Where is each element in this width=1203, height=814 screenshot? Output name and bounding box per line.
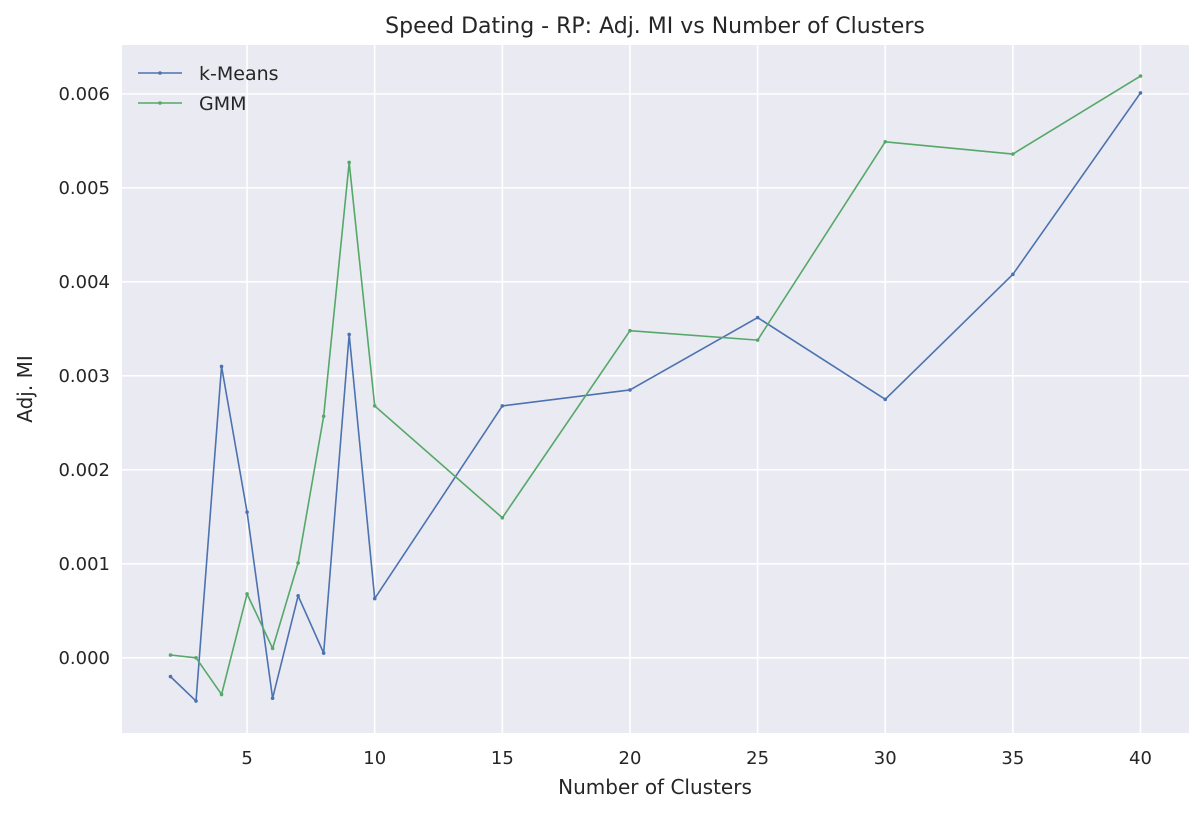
data-point-gmm xyxy=(1138,74,1143,78)
data-point-k-means xyxy=(755,315,760,320)
data-point-gmm xyxy=(755,338,760,342)
x-tick-label: 35 xyxy=(1001,748,1024,769)
data-point-k-means xyxy=(219,364,224,369)
y-tick-label: 0.005 xyxy=(58,178,110,199)
data-point-k-means xyxy=(245,510,249,514)
y-tick-label: 0.001 xyxy=(58,554,110,575)
data-point-k-means xyxy=(1138,91,1143,95)
x-tick-label: 30 xyxy=(874,748,897,769)
legend-label-kmeans: k-Means xyxy=(199,63,279,85)
data-point-k-means xyxy=(883,397,888,402)
data-point-gmm xyxy=(1011,152,1015,156)
legend-label-gmm: GMM xyxy=(199,93,247,115)
x-tick-label: 10 xyxy=(363,748,386,769)
legend: k-Means GMM xyxy=(138,63,279,115)
data-point-k-means xyxy=(500,404,505,408)
data-point-k-means xyxy=(1011,272,1015,277)
y-tick-label: 0.006 xyxy=(58,84,110,105)
data-point-gmm xyxy=(500,515,505,520)
x-tick-label: 5 xyxy=(241,748,252,769)
data-point-gmm xyxy=(883,140,888,144)
data-point-gmm xyxy=(296,561,300,565)
data-point-gmm xyxy=(372,404,377,408)
data-point-gmm xyxy=(628,328,632,333)
x-tick-label: 25 xyxy=(746,748,769,769)
data-point-gmm xyxy=(245,592,249,596)
y-tick-label: 0.000 xyxy=(58,648,110,669)
x-axis-label: Number of Clusters xyxy=(558,775,752,799)
chart-title: Speed Dating - RP: Adj. MI vs Number of … xyxy=(385,14,925,39)
data-point-k-means xyxy=(270,696,275,701)
y-tick-label: 0.004 xyxy=(58,272,110,293)
y-axis-label: Adj. MI xyxy=(13,355,37,422)
legend-marker-kmeans xyxy=(158,71,162,75)
data-point-k-means xyxy=(168,674,173,679)
data-point-k-means xyxy=(296,593,300,598)
data-point-gmm xyxy=(270,646,275,651)
data-point-gmm xyxy=(347,160,351,165)
data-point-gmm xyxy=(168,653,173,657)
grid xyxy=(122,45,1189,733)
y-tick-label: 0.003 xyxy=(58,366,110,387)
data-point-gmm xyxy=(194,656,198,660)
data-point-k-means xyxy=(194,699,198,703)
data-point-gmm xyxy=(321,414,326,419)
tick-labels: 5 10 15 20 25 30 35 40 0.000 0.001 0.002 0.003 0.004… xyxy=(58,84,1151,769)
x-tick-label: 15 xyxy=(491,748,514,769)
series-layer xyxy=(168,74,1143,703)
y-tick-label: 0.002 xyxy=(58,460,110,481)
x-tick-label: 40 xyxy=(1129,748,1152,769)
x-tick-label: 20 xyxy=(619,748,642,769)
data-point-gmm xyxy=(219,692,224,697)
data-point-k-means xyxy=(321,651,326,655)
data-point-k-means xyxy=(347,332,351,337)
plot-area xyxy=(122,45,1189,733)
legend-marker-gmm xyxy=(158,101,162,105)
data-point-k-means xyxy=(628,388,632,392)
data-point-k-means xyxy=(372,596,377,601)
